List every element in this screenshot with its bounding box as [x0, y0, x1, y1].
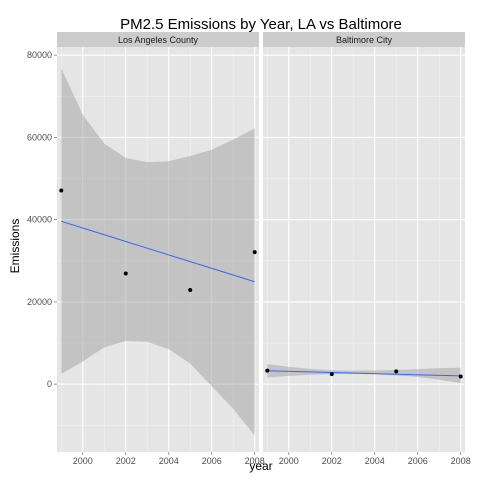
trend-line	[61, 220, 255, 283]
facet-strip-label: Baltimore City	[336, 35, 393, 45]
x-tick-label: 2006	[408, 456, 428, 466]
x-axis-title: year	[249, 459, 272, 473]
y-tick-label: 0	[47, 379, 52, 389]
x-tick-label: 2004	[159, 456, 179, 466]
data-point	[252, 250, 257, 255]
data-point	[188, 288, 193, 292]
x-tick-label: 2002	[116, 456, 136, 466]
facet-strip-label: Los Angeles County	[118, 35, 199, 45]
panel-background	[263, 47, 465, 452]
x-tick-label: 2000	[73, 456, 93, 466]
x-tick-label: 2004	[365, 456, 385, 466]
y-tick-label: 80000	[27, 50, 52, 60]
y-axis-title: Emissions	[8, 219, 22, 274]
y-tick-label: 20000	[27, 297, 52, 307]
data-point	[123, 271, 128, 276]
y-axis: 0 20000 40000 60000 80000	[27, 50, 57, 389]
x-tick-label: 2006	[202, 456, 222, 466]
facet-strip	[263, 32, 465, 47]
data-point	[59, 188, 64, 193]
data-point	[265, 368, 270, 373]
data-point	[329, 372, 334, 377]
facet-panel: Baltimore City 2000 2002 2004 2006 2008	[263, 32, 471, 466]
y-tick-label: 60000	[27, 132, 52, 142]
x-tick-label: 2008	[245, 456, 265, 466]
chart-title: PM2.5 Emissions by Year, LA vs Baltimore	[120, 16, 402, 33]
y-tick-label: 40000	[27, 215, 52, 225]
x-tick-label: 2000	[279, 456, 299, 466]
data-point	[394, 369, 399, 374]
x-tick-label: 2008	[451, 456, 471, 466]
data-point	[458, 374, 463, 379]
facet-panel: Los Angeles County 2000 2002 2004 2006 2008	[57, 32, 265, 466]
facet-strip	[57, 32, 259, 47]
x-tick-label: 2002	[322, 456, 342, 466]
trend-line	[267, 370, 461, 377]
